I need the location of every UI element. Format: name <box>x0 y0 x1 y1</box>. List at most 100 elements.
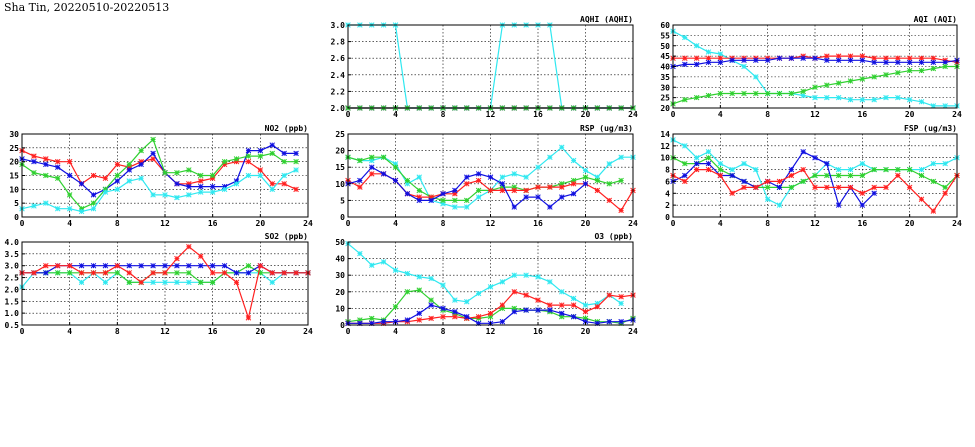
data-point <box>463 181 470 187</box>
y-tick-label: 1.0 <box>5 309 20 318</box>
data-point <box>835 184 842 191</box>
x-tick-label: 24 <box>628 110 638 119</box>
data-point <box>729 166 735 173</box>
data-point <box>942 190 948 197</box>
data-point <box>428 194 434 200</box>
data-point <box>618 318 624 325</box>
data-point <box>66 205 73 212</box>
data-point <box>440 197 446 204</box>
chart-title: AQI (AQI) <box>914 15 957 24</box>
data-point <box>392 318 399 325</box>
x-tick-label: 16 <box>858 219 868 228</box>
data-point <box>54 164 61 170</box>
series-green <box>670 63 960 107</box>
data-point <box>114 186 121 193</box>
data-point <box>800 178 806 185</box>
data-point <box>392 177 399 184</box>
y-tick-label: 0.5 <box>5 321 20 330</box>
data-point <box>859 76 866 82</box>
data-point <box>570 313 577 320</box>
data-point <box>452 297 458 303</box>
data-point <box>776 202 783 208</box>
data-point <box>126 161 133 168</box>
data-point <box>523 272 529 278</box>
series-green <box>345 154 624 204</box>
x-tick-label: 12 <box>160 219 170 228</box>
data-point <box>705 154 712 161</box>
data-point <box>293 167 299 173</box>
series-blue <box>345 164 589 210</box>
data-point <box>221 262 228 269</box>
data-point <box>209 189 216 195</box>
data-point <box>570 177 577 184</box>
series-red <box>19 243 311 321</box>
data-point <box>859 96 866 103</box>
data-point <box>859 190 866 197</box>
data-point <box>150 270 156 276</box>
data-point <box>162 270 168 276</box>
data-point <box>835 80 842 86</box>
data-point <box>209 172 216 179</box>
data-point <box>452 191 458 197</box>
data-point <box>90 200 97 206</box>
data-point <box>883 72 889 78</box>
data-point <box>452 197 458 204</box>
data-point <box>126 270 133 276</box>
data-point <box>102 279 109 286</box>
data-point <box>871 190 877 197</box>
data-point <box>162 262 168 269</box>
data-point <box>705 92 712 99</box>
y-tick-label: 55 <box>660 31 670 40</box>
data-point <box>930 160 937 167</box>
data-point <box>871 96 877 103</box>
data-point <box>788 166 795 173</box>
data-point <box>558 144 565 151</box>
data-point <box>416 274 423 280</box>
data-point <box>717 166 724 173</box>
x-tick-label: 4 <box>718 219 723 228</box>
data-point <box>582 181 589 187</box>
data-point <box>558 313 565 320</box>
data-point <box>357 320 363 327</box>
data-point <box>357 177 363 184</box>
data-point <box>741 57 747 64</box>
data-point <box>138 158 144 165</box>
data-point <box>31 203 37 209</box>
data-point <box>824 57 830 64</box>
data-point <box>535 274 541 280</box>
data-point <box>257 270 264 276</box>
data-point <box>693 166 700 173</box>
data-point <box>824 184 830 191</box>
data-point <box>245 172 252 179</box>
y-tick-label: 45 <box>660 52 670 61</box>
data-point <box>233 270 240 276</box>
data-point <box>197 262 204 269</box>
x-tick-label: 24 <box>952 110 962 119</box>
data-point <box>293 186 299 193</box>
data-point <box>162 279 168 286</box>
data-point <box>741 90 747 97</box>
data-point <box>404 191 411 197</box>
y-tick-label: 2.0 <box>331 104 346 113</box>
data-point <box>895 59 901 66</box>
data-point <box>717 90 724 97</box>
x-tick-label: 4 <box>67 219 72 228</box>
y-tick-label: 25 <box>335 130 345 139</box>
data-point <box>499 302 506 308</box>
data-point <box>824 94 830 101</box>
data-point <box>618 177 624 184</box>
data-point <box>452 308 458 315</box>
data-point <box>859 172 866 179</box>
y-tick-label: 0 <box>665 213 670 222</box>
data-point <box>269 150 276 157</box>
data-point <box>452 187 458 194</box>
data-point <box>114 172 121 179</box>
data-point <box>404 177 411 184</box>
series-line <box>21 138 297 210</box>
data-point <box>463 174 470 180</box>
data-point <box>293 158 299 165</box>
y-tick-label: 40 <box>335 255 345 264</box>
data-point <box>404 181 411 187</box>
data-point <box>511 187 518 194</box>
